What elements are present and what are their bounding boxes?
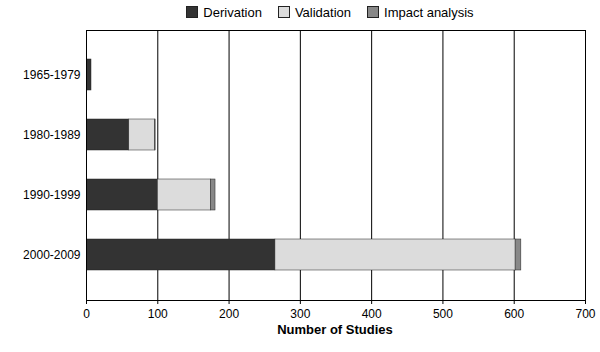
svg-text:200: 200 xyxy=(219,307,239,321)
svg-text:0: 0 xyxy=(83,307,90,321)
svg-text:600: 600 xyxy=(504,307,524,321)
svg-text:2000-2009: 2000-2009 xyxy=(23,248,81,262)
html-text:Validation: Validation xyxy=(294,4,351,20)
svg-text:1980-1989: 1980-1989 xyxy=(23,128,81,142)
svg-text:1965-1979: 1965-1979 xyxy=(23,68,81,82)
html-text:Impact analysis: Impact analysis xyxy=(384,4,474,20)
html-text:Number of Studies: Number of Studies xyxy=(277,322,393,337)
html-text:Derivation: Derivation xyxy=(203,4,262,20)
svg-text:400: 400 xyxy=(362,307,382,321)
svg-text:500: 500 xyxy=(433,307,453,321)
svg-text:1990-1999: 1990-1999 xyxy=(23,188,81,202)
svg-text:100: 100 xyxy=(148,307,168,321)
svg-text:700: 700 xyxy=(575,307,595,321)
svg-text:300: 300 xyxy=(290,307,310,321)
